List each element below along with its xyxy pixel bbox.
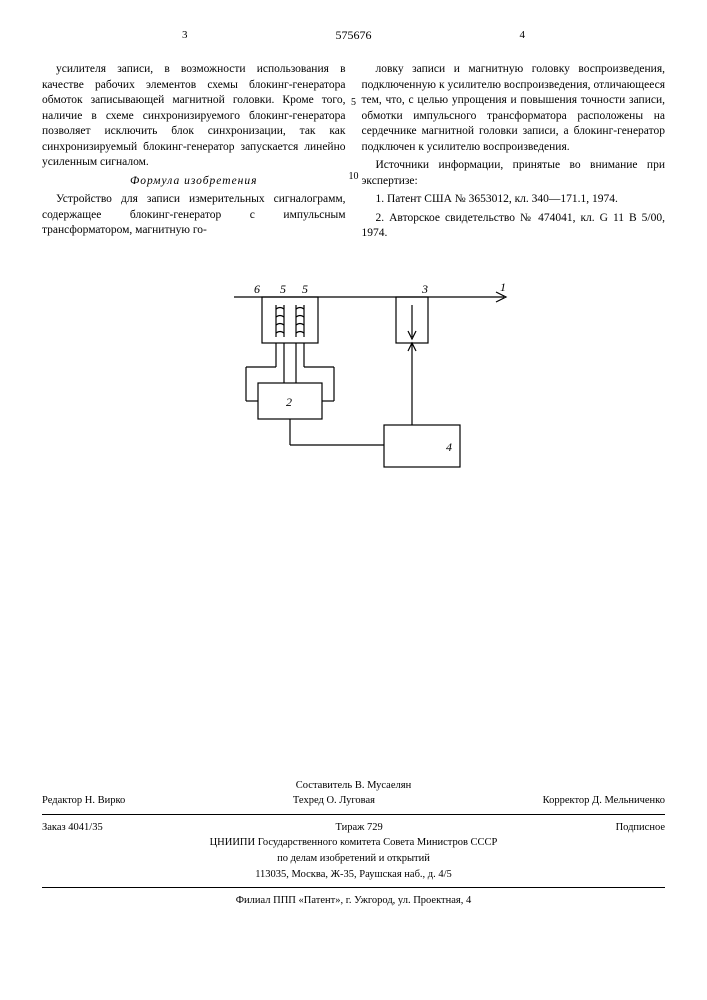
footer-order: Заказ 4041/35 <box>42 821 103 835</box>
footer-org1: ЦНИИПИ Государственного комитета Совета … <box>42 836 665 850</box>
right-para-2: Источники информации, принятые во вниман… <box>362 158 666 189</box>
circuit-figure: 6 5 5 3 1 2 4 <box>184 275 524 505</box>
footer-rule-2 <box>42 887 665 888</box>
footer-compiler: Составитель В. Мусаелян <box>42 779 665 793</box>
right-para-3: 1. Патент США № 3653012, кл. 340—171.1, … <box>362 192 666 208</box>
column-right: ловку записи и магнитную головку воспрои… <box>362 62 666 245</box>
fig-label-4: 4 <box>446 440 452 454</box>
footer-subscription: Подписное <box>616 821 665 835</box>
footer-block: Составитель В. Мусаелян Редактор Н. Вирк… <box>42 777 665 910</box>
footer-editor: Редактор Н. Вирко <box>42 794 125 808</box>
footer-address1: 113035, Москва, Ж-35, Раушская наб., д. … <box>42 868 665 882</box>
fig-label-5a: 5 <box>280 282 286 296</box>
fig-label-1: 1 <box>500 280 506 294</box>
figure-svg: 6 5 5 3 1 2 4 <box>184 275 524 505</box>
footer-techred: Техред О. Луговая <box>293 794 375 808</box>
page-num-right: 4 <box>520 28 526 42</box>
formula-heading: Формула изобретения <box>42 174 346 190</box>
doc-number: 575676 <box>336 28 372 44</box>
footer-address2: Филиал ППП «Патент», г. Ужгород, ул. Про… <box>42 894 665 908</box>
footer-corrector: Корректор Д. Мельниченко <box>543 794 665 808</box>
left-para-1: усилителя записи, в возможности использо… <box>42 62 346 171</box>
footer-order-row: Заказ 4041/35 Тираж 729 Подписное <box>42 821 665 835</box>
page-num-left: 3 <box>182 28 188 42</box>
right-para-4: 2. Авторское свидетельство № 474041, кл.… <box>362 211 666 242</box>
column-left: усилителя записи, в возможности использо… <box>42 62 346 245</box>
footer-tirazh: Тираж 729 <box>335 821 382 835</box>
fig-label-6: 6 <box>254 282 260 296</box>
line-marker-5: 5 <box>351 96 356 109</box>
right-para-1: ловку записи и магнитную головку воспрои… <box>362 62 666 155</box>
fig-label-5b: 5 <box>302 282 308 296</box>
header-row: 3 575676 4 <box>42 28 665 54</box>
fig-label-2: 2 <box>286 395 292 409</box>
text-columns: усилителя записи, в возможности использо… <box>42 62 665 245</box>
fig-label-3: 3 <box>421 282 428 296</box>
footer-rule-1 <box>42 814 665 815</box>
left-para-2: Устройство для записи измерительных сигн… <box>42 192 346 239</box>
line-marker-10: 10 <box>349 170 359 183</box>
page-container: 3 575676 4 5 10 усилителя записи, в возм… <box>0 0 707 525</box>
footer-org2: по делам изобретений и открытий <box>42 852 665 866</box>
footer-credits-row: Редактор Н. Вирко Техред О. Луговая Корр… <box>42 794 665 808</box>
